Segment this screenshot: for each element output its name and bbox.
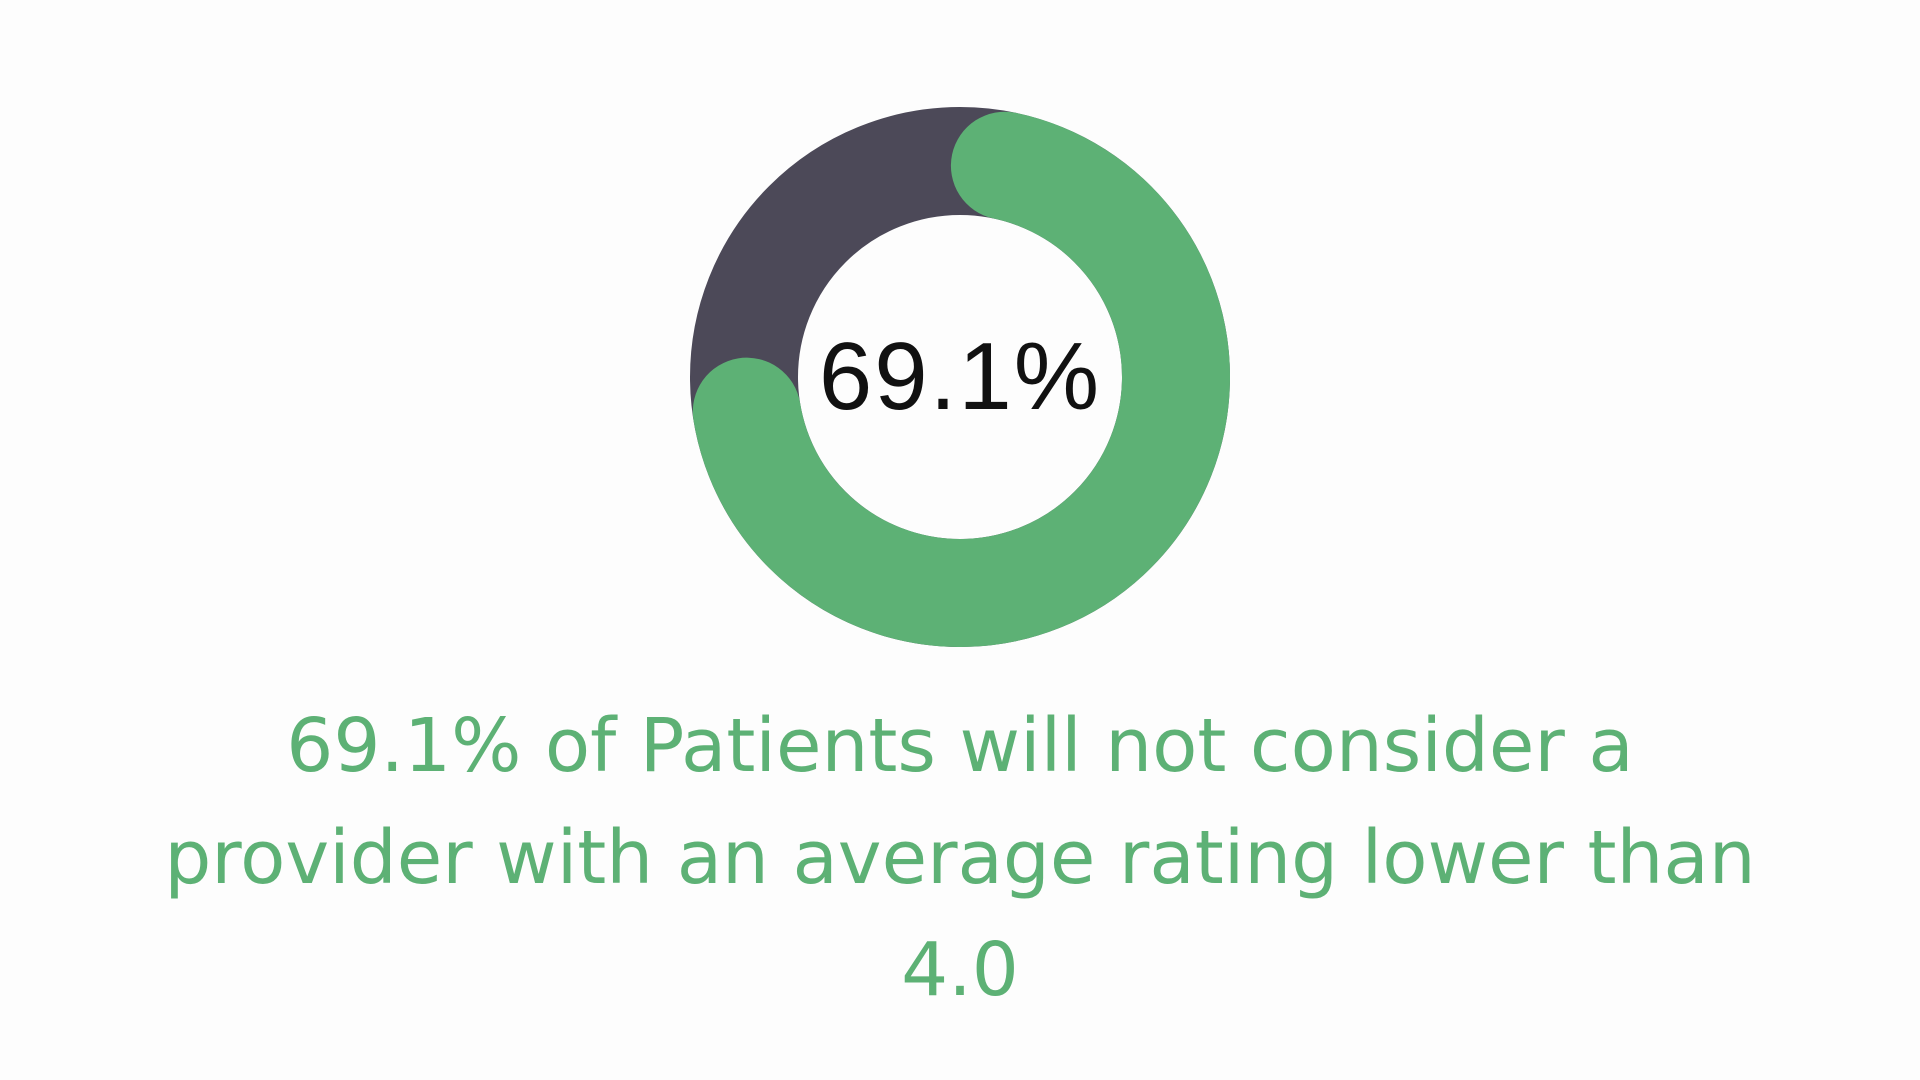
center-percentage-label: 69.1% <box>818 323 1102 430</box>
donut-chart: 69.1% <box>690 107 1230 647</box>
donut-highlight-arc <box>692 111 1230 647</box>
donut-svg <box>690 107 1230 647</box>
caption-text: 69.1% of Patients will not consider a pr… <box>164 703 1756 1013</box>
